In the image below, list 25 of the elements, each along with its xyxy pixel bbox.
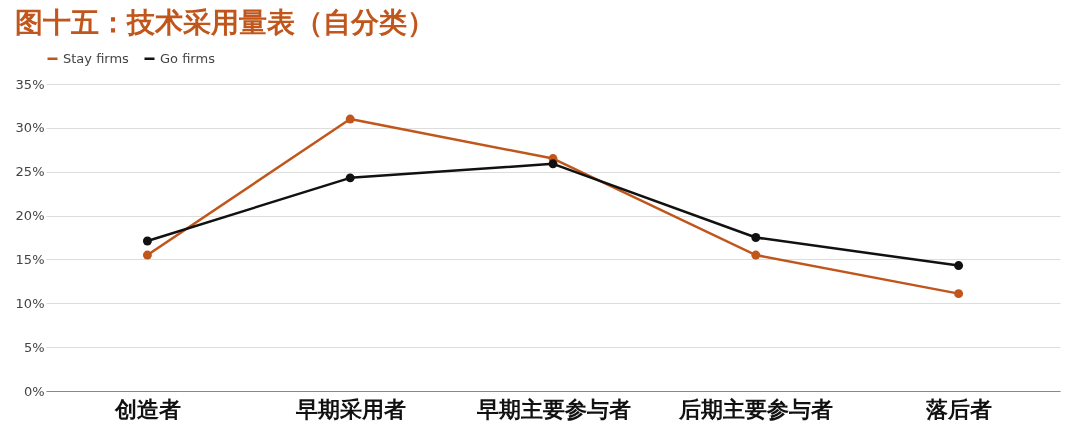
- y-tick-label: 5%: [23, 339, 45, 355]
- y-tick-label: 0%: [23, 383, 45, 399]
- x-tick-label: 后期主要参与者: [678, 396, 834, 422]
- point: [751, 233, 761, 242]
- point: [548, 159, 558, 169]
- x-tick-label: 落后者: [925, 396, 993, 422]
- y-tick-label: 15%: [15, 251, 45, 267]
- point: [954, 289, 964, 299]
- point: [142, 236, 152, 246]
- point: [345, 114, 355, 124]
- y-tick-label: 10%: [15, 295, 45, 311]
- point: [954, 261, 964, 271]
- x-tick-label: 创造者: [113, 396, 181, 422]
- point: [345, 173, 355, 183]
- y-tick-label: 20%: [15, 208, 45, 224]
- y-tick-label: 25%: [15, 164, 45, 180]
- x-tick-label: 早期采用者: [294, 396, 406, 422]
- point: [751, 250, 761, 260]
- point: [142, 250, 152, 260]
- chart-title: 图十五：技术采用量表（自分类）: [15, 6, 436, 39]
- legend-label: Go firms: [160, 50, 216, 66]
- legend-label: Stay firms: [63, 50, 130, 66]
- y-tick-label: 30%: [15, 120, 45, 136]
- y-tick-label: 35%: [15, 76, 45, 92]
- x-tick-label: 早期主要参与者: [475, 396, 631, 422]
